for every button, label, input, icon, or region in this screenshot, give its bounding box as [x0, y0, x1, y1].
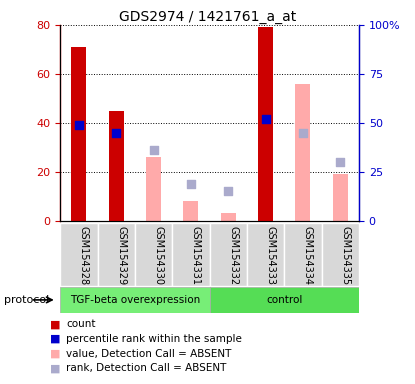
Text: ■: ■ — [50, 363, 60, 373]
Text: GSM154330: GSM154330 — [154, 226, 164, 285]
Bar — [146, 157, 161, 221]
Point — [337, 159, 344, 165]
Text: GSM154332: GSM154332 — [228, 226, 238, 285]
Text: control: control — [266, 295, 303, 305]
Text: value, Detection Call = ABSENT: value, Detection Call = ABSENT — [66, 349, 232, 359]
Bar — [322, 223, 359, 286]
Bar — [258, 27, 273, 221]
Text: GSM154334: GSM154334 — [303, 226, 313, 285]
Point — [225, 189, 232, 195]
Text: rank, Detection Call = ABSENT: rank, Detection Call = ABSENT — [66, 363, 227, 373]
Bar — [247, 223, 284, 286]
Bar — [210, 287, 359, 313]
Bar — [210, 223, 247, 286]
Bar — [172, 223, 210, 286]
Bar — [60, 223, 98, 286]
Point — [113, 130, 120, 136]
Bar — [183, 201, 198, 221]
Text: ■: ■ — [50, 319, 60, 329]
Text: GSM154329: GSM154329 — [116, 226, 126, 285]
Bar — [221, 214, 236, 221]
Point — [188, 180, 194, 187]
Bar — [109, 111, 124, 221]
Text: GSM154333: GSM154333 — [266, 226, 276, 285]
Text: ■: ■ — [50, 349, 60, 359]
Text: count: count — [66, 319, 96, 329]
Point — [76, 122, 82, 128]
Bar — [135, 223, 172, 286]
Bar — [98, 223, 135, 286]
Bar — [333, 174, 348, 221]
Point — [300, 130, 306, 136]
Text: percentile rank within the sample: percentile rank within the sample — [66, 334, 242, 344]
Bar — [295, 84, 310, 221]
Bar — [60, 287, 210, 313]
Bar — [71, 47, 86, 221]
Text: ■: ■ — [50, 334, 60, 344]
Bar — [284, 223, 322, 286]
Point — [262, 116, 269, 122]
Text: GDS2974 / 1421761_a_at: GDS2974 / 1421761_a_at — [119, 10, 296, 23]
Text: GSM154331: GSM154331 — [191, 226, 201, 285]
Text: TGF-beta overexpression: TGF-beta overexpression — [70, 295, 200, 305]
Text: GSM154335: GSM154335 — [340, 226, 350, 285]
Text: protocol: protocol — [4, 295, 49, 305]
Text: GSM154328: GSM154328 — [79, 226, 89, 285]
Point — [150, 147, 157, 153]
